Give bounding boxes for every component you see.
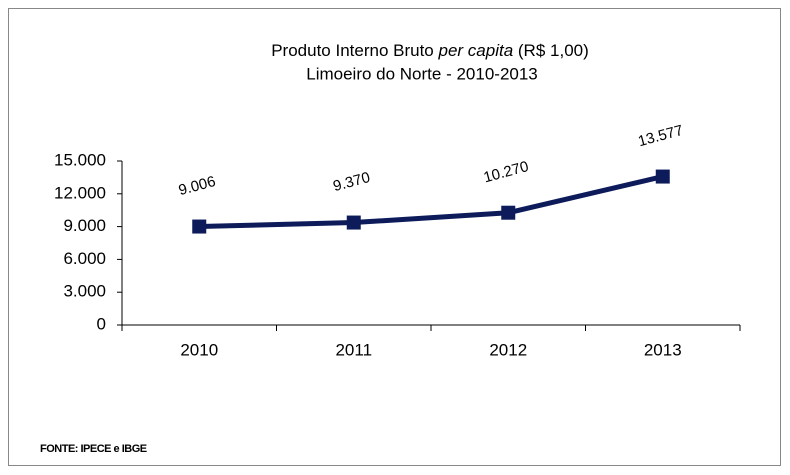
- line: [199, 174, 664, 230]
- title-part: (R$ 1,00): [513, 41, 589, 60]
- x-tick-label: 2013: [644, 340, 682, 359]
- chart-border: [8, 8, 781, 466]
- x-tick-label: 2011: [335, 340, 372, 359]
- chart-title: Produto Interno Bruto per capita (R$ 1,0…: [271, 41, 589, 60]
- y-tick-label: 12.000: [54, 183, 106, 202]
- marker: [192, 219, 207, 234]
- title-part: per capita: [438, 41, 514, 60]
- marker: [501, 205, 516, 220]
- y-tick-label: 15.000: [54, 150, 106, 169]
- marker: [655, 169, 670, 184]
- x-tick-label: 2012: [489, 340, 527, 359]
- y-tick-label: 6.000: [63, 249, 106, 268]
- marker: [346, 215, 361, 230]
- source-note: FONTE: IPECE e IBGE: [40, 443, 147, 455]
- chart-subtitle: Limoeiro do Norte - 2010-2013: [306, 64, 538, 83]
- x-tick-label: 2010: [180, 340, 218, 359]
- title-part: Produto Interno Bruto: [271, 41, 438, 60]
- y-tick-label: 3.000: [63, 282, 106, 301]
- y-tick-label: 9.000: [63, 216, 106, 235]
- y-tick-label: 0: [97, 314, 106, 333]
